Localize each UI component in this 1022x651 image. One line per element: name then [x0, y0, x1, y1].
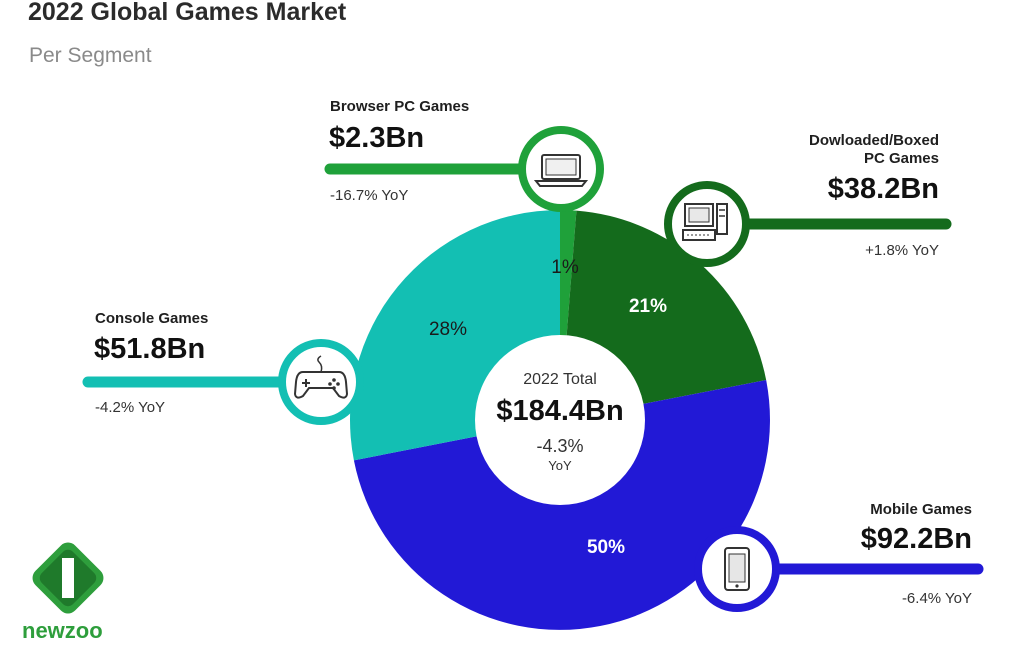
center-yoy-unit: YoY: [548, 458, 572, 473]
laptop-icon: [518, 126, 604, 212]
smartphone-icon: [694, 526, 780, 612]
newzoo-logo-text: newzoo: [22, 618, 103, 643]
browser-segment-yoy: -16.7% YoY: [330, 187, 409, 204]
pie-center-hole: [475, 335, 645, 505]
slice-label-mobile: 50%: [587, 537, 625, 558]
desktop-computer-icon: [664, 181, 750, 267]
downloaded-segment-label-line1: Dowloaded/Boxed: [808, 132, 939, 149]
newzoo-logo-mark: [32, 542, 104, 614]
slice-label-downloaded: 21%: [629, 296, 667, 317]
console-segment-label: Console Games: [95, 310, 209, 327]
downloaded-segment-value: $38.2Bn: [827, 173, 939, 205]
chart-subtitle: Per Segment: [29, 44, 152, 67]
mobile-segment-label: Mobile Games: [870, 501, 972, 518]
gamepad-icon: [278, 339, 364, 425]
center-yoy-value: -4.3%: [536, 436, 583, 456]
chart-title: 2022 Global Games Market: [28, 0, 347, 26]
console-segment-yoy: -4.2% YoY: [95, 399, 166, 416]
mobile-segment-yoy: -6.4% YoY: [901, 590, 972, 607]
slice-label-browser: 1%: [551, 257, 579, 278]
downloaded-segment-label-line2: PC Games: [863, 150, 939, 167]
center-total-label: 2022 Total: [523, 371, 597, 388]
mobile-segment-value: $92.2Bn: [860, 523, 972, 555]
console-segment-value: $51.8Bn: [94, 333, 206, 365]
slice-label-console: 28%: [429, 319, 467, 340]
downloaded-segment-label: Dowloaded/Boxed PC Games: [809, 132, 939, 168]
center-total-value: $184.4Bn: [496, 395, 623, 427]
downloaded-segment-yoy: +1.8% YoY: [865, 242, 939, 259]
browser-segment-value: $2.3Bn: [329, 122, 425, 154]
browser-segment-label: Browser PC Games: [330, 98, 470, 115]
